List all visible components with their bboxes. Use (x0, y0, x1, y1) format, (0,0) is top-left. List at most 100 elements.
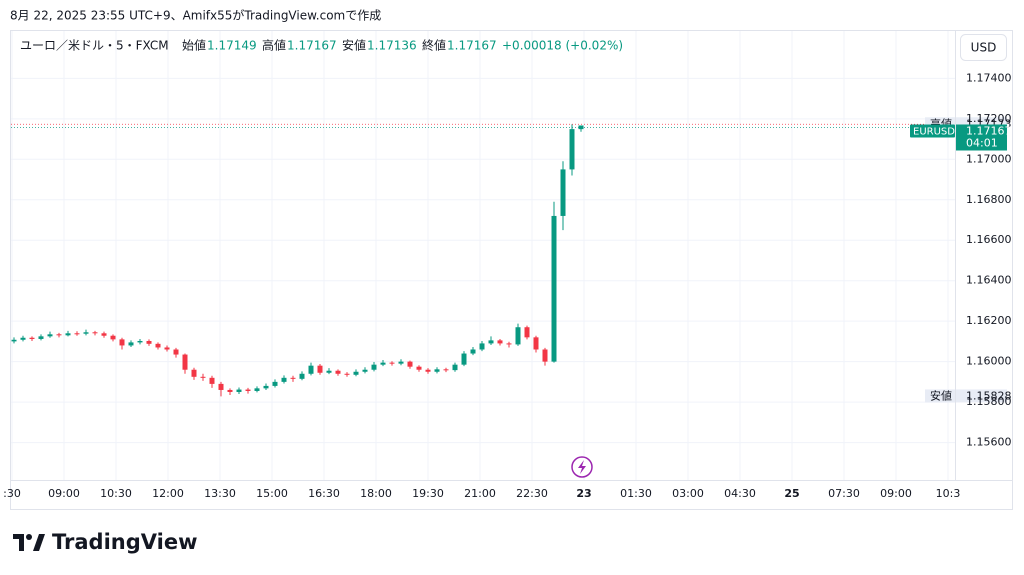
candle-body (317, 365, 323, 373)
candle-body (506, 343, 512, 345)
candle-body (497, 340, 503, 344)
candle-body (56, 334, 62, 336)
y-tick-label: 1.16600 (966, 233, 1012, 246)
candle-body (452, 364, 458, 371)
countdown: 04:01 (966, 136, 998, 149)
last-tag-box (910, 124, 955, 138)
x-tick-label: 10:30 (100, 487, 132, 500)
x-tick-label: 23 (576, 487, 591, 500)
candle-body (362, 369, 368, 372)
candle-body (218, 383, 224, 390)
candle-body (389, 362, 395, 364)
x-tick-label: :30 (3, 487, 21, 500)
candle-body (92, 332, 98, 334)
logo: TradingView (13, 530, 197, 554)
caption: 8月 22, 2025 23:55 UTC+9、Amifx55がTradingV… (10, 8, 381, 23)
grid (11, 31, 955, 480)
brand: TradingView (52, 530, 197, 554)
logo-mark (26, 534, 32, 540)
x-tick-label: 09:00 (48, 487, 80, 500)
candle-body (524, 327, 530, 338)
low-value-box (956, 389, 1007, 403)
candle-body (299, 373, 305, 379)
y-tick-label: 1.16000 (966, 355, 1012, 368)
candle-body (443, 369, 449, 371)
candle-body (263, 385, 269, 389)
candle-body (281, 377, 287, 382)
last-tag: EURUSD (913, 126, 955, 137)
legend: ユーロ／米ドル・5・FXCM 始値 1.17149 高値 1.17167 安値 … (20, 38, 623, 53)
candle-body (38, 336, 44, 339)
high-label: 高値 (262, 38, 286, 53)
x-tick-label: 01:30 (620, 487, 652, 500)
x-tick-label: 19:30 (412, 487, 444, 500)
y-tick-label: 1.17400 (966, 71, 1012, 84)
high: 1.17167 (287, 39, 337, 53)
candle-body (65, 333, 71, 336)
candle-body (209, 377, 215, 384)
candle-body (326, 370, 332, 373)
x-tick-label: 13:30 (204, 487, 236, 500)
candle-body (254, 388, 260, 391)
candle-body (245, 389, 251, 391)
x-tick-label: 21:00 (464, 487, 496, 500)
y-tick-label: 1.16800 (966, 193, 1012, 206)
last-value: 1.17167 (966, 124, 1012, 137)
x-tick-label: 15:00 (256, 487, 288, 500)
candle-body (416, 366, 422, 370)
y-tick-label: 1.16400 (966, 274, 1012, 287)
candle-body (551, 215, 557, 362)
candles (11, 124, 584, 397)
x-tick-label: 16:30 (308, 487, 340, 500)
candle-body (488, 340, 494, 344)
y-tick-label: 1.17000 (966, 152, 1012, 165)
low-label: 安値 (930, 388, 952, 402)
candle-body (425, 369, 431, 372)
candle-body (74, 333, 80, 335)
candle-body (344, 373, 350, 375)
x-tick-label: 22:30 (516, 487, 548, 500)
candle-body (137, 340, 143, 343)
candle-body (533, 337, 539, 350)
candle-body (308, 365, 314, 374)
candle-body (290, 377, 296, 379)
candle-body (191, 369, 197, 377)
last-value-box (956, 124, 1007, 151)
candle-body (20, 337, 26, 340)
y-tick-label: 1.17200 (966, 112, 1012, 125)
y-tick-label: 1.15800 (966, 395, 1012, 408)
x-tick-label: 04:30 (724, 487, 756, 500)
x-tick-label: 03:00 (672, 487, 704, 500)
candle-body (200, 376, 206, 378)
open: 1.17149 (207, 39, 257, 53)
candle-body (173, 349, 179, 355)
x-tick-label: 07:30 (828, 487, 860, 500)
low: 1.17136 (367, 39, 417, 53)
candle-body (515, 327, 521, 345)
currency-label[interactable]: USD (971, 41, 997, 55)
close: 1.17167 (447, 39, 497, 53)
candle-body (434, 369, 440, 372)
candle-body (11, 339, 17, 342)
candle-body (29, 337, 35, 339)
candle-body (272, 381, 278, 386)
candle-body (83, 332, 89, 334)
logo-mark (33, 534, 45, 551)
frame (10, 30, 1013, 510)
open-label: 始値 (182, 38, 206, 53)
candle-body (101, 333, 107, 336)
low-box (925, 389, 955, 403)
change: +0.00018 (+0.02%) (502, 39, 623, 53)
candle-body (398, 361, 404, 364)
candle-body (110, 335, 116, 340)
x-tick-label: 12:00 (152, 487, 184, 500)
candle-body (164, 347, 170, 350)
candle-body (470, 349, 476, 354)
candle-body (155, 343, 161, 348)
y-tick-label: 1.15600 (966, 436, 1012, 449)
currency-button[interactable] (960, 34, 1007, 61)
candle-body (407, 361, 413, 367)
candle-body (146, 340, 152, 344)
